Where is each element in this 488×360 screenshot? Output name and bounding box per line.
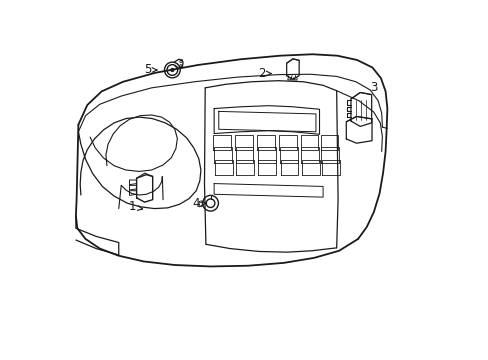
Text: 3: 3	[369, 81, 377, 94]
Text: 1: 1	[128, 200, 142, 213]
Circle shape	[170, 68, 174, 72]
Text: 4: 4	[192, 197, 205, 210]
Text: 5: 5	[143, 63, 157, 76]
Text: 2: 2	[258, 67, 271, 80]
